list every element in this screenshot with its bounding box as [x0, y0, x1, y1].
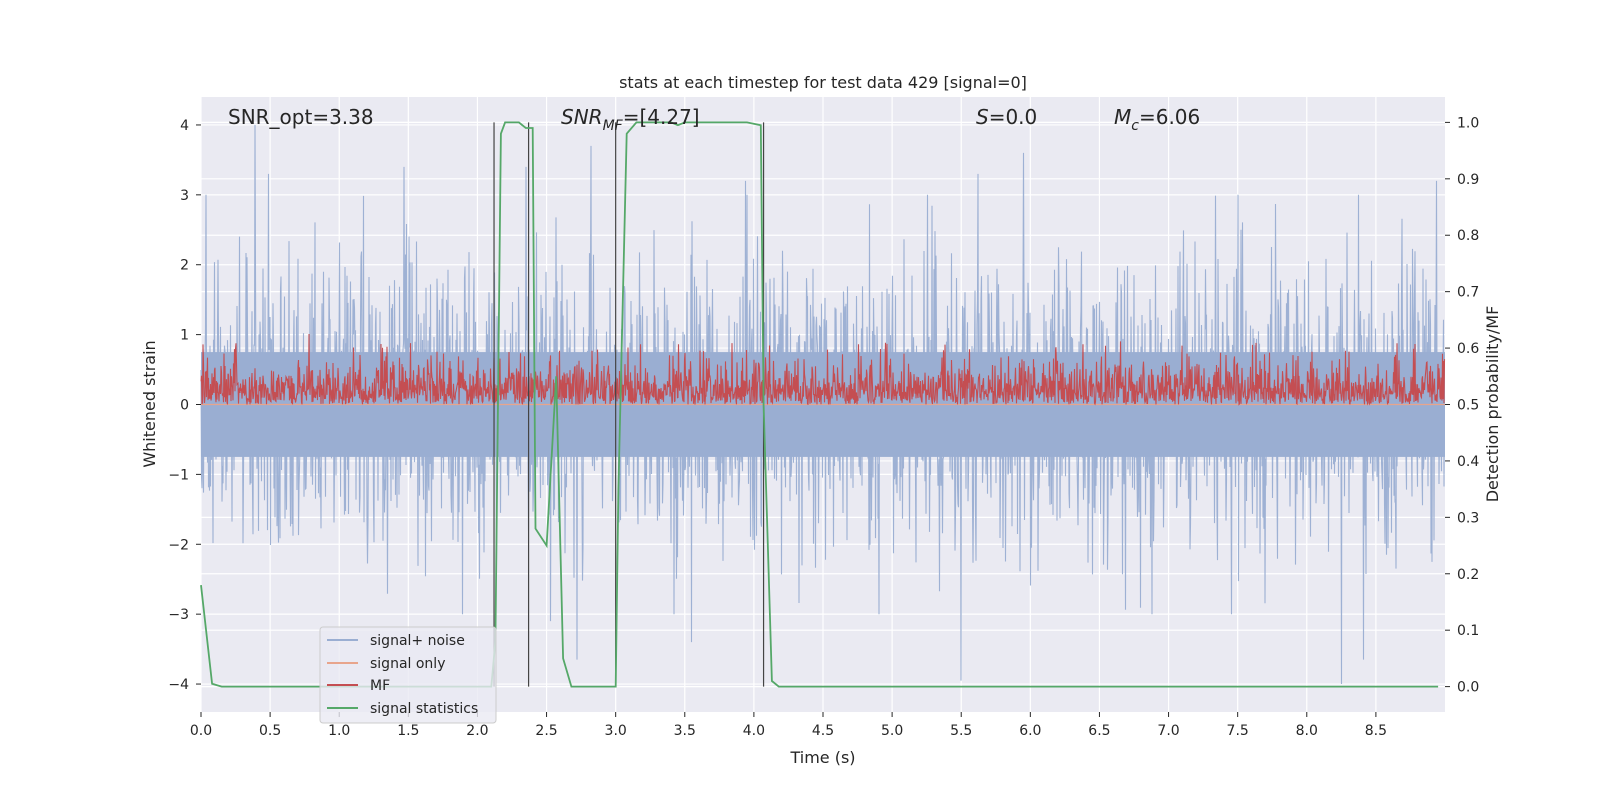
mf-series [200, 333, 1446, 406]
x-tick-label-17: 8.5 [1365, 723, 1387, 739]
legend-label-signal-statistics: signal statistics [370, 701, 478, 717]
legend-label-signal-only: signal only [370, 656, 445, 672]
legend-box [319, 626, 497, 724]
y2-tick-label-4: 0.4 [1457, 454, 1479, 470]
chart-title: stats at each timestep for test data 429… [619, 73, 1027, 92]
y2-tick-label-10: 1.0 [1457, 115, 1479, 131]
x-tick-label-2: 1.0 [328, 723, 350, 739]
x-tick-label-3: 1.5 [397, 723, 419, 739]
y2-tick-label-5: 0.5 [1457, 398, 1479, 414]
s-annotation: S=0.0 [976, 105, 1037, 129]
legend: signal+ noise signal only MF signal stat… [319, 626, 497, 724]
x-tick-label-16: 8.0 [1296, 723, 1318, 739]
x-tick-label-12: 6.0 [1019, 723, 1041, 739]
ticks: 0.0 0.5 1.0 1.5 2.0 2.5 3.0 3.5 4.0 4.5 5.0 5.5 6.0 6… [168, 115, 1479, 739]
y-tick-label-6: 2 [180, 258, 189, 274]
y2-tick-label-2: 0.2 [1457, 567, 1479, 583]
y2-tick-label-7: 0.7 [1457, 285, 1479, 301]
y-axis-label: Whitened strain [140, 340, 159, 467]
x-tick-label-8: 4.0 [743, 723, 765, 739]
x-tick-label-4: 2.0 [466, 723, 488, 739]
y-tick-label-4: 0 [180, 398, 189, 414]
mf-line [200, 333, 1446, 406]
x-tick-label-14: 7.0 [1157, 723, 1179, 739]
y-tick-label-7: 3 [180, 188, 189, 204]
y-tick-label-1: −3 [168, 607, 189, 623]
legend-label-mf: MF [370, 678, 390, 694]
x-tick-label-1: 0.5 [259, 723, 281, 739]
y2-tick-label-8: 0.8 [1457, 228, 1479, 244]
snr-mf-annotation: SNRMF=[4.27] [561, 105, 700, 134]
y-tick-label-5: 1 [180, 328, 189, 344]
x-tick-label-10: 5.0 [881, 723, 903, 739]
y-tick-label-2: −2 [168, 537, 189, 553]
x-tick-label-15: 7.5 [1227, 723, 1249, 739]
legend-label-signal-noise: signal+ noise [370, 633, 465, 649]
snr-opt-annotation: SNR_opt=3.38 [228, 105, 374, 129]
y2-tick-label-9: 0.9 [1457, 172, 1479, 188]
y2-tick-label-3: 0.3 [1457, 510, 1479, 526]
y2-tick-label-6: 0.6 [1457, 341, 1479, 357]
y2-tick-label-0: 0.0 [1457, 680, 1479, 696]
y-tick-label-0: −4 [168, 677, 189, 693]
mc-annotation: Mc=6.06 [1114, 105, 1200, 134]
x-tick-label-5: 2.5 [535, 723, 557, 739]
x-tick-label-0: 0.0 [190, 723, 212, 739]
x-tick-label-13: 6.5 [1088, 723, 1110, 739]
y2-tick-label-1: 0.1 [1457, 623, 1479, 639]
y-tick-label-3: −1 [168, 467, 189, 483]
x-tick-label-11: 5.5 [950, 723, 972, 739]
x-tick-label-6: 3.0 [605, 723, 627, 739]
x-tick-label-9: 4.5 [812, 723, 834, 739]
x-axis-label: Time (s) [789, 748, 855, 767]
y2-axis-label: Detection probability/MF [1483, 306, 1502, 503]
x-tick-label-7: 3.5 [674, 723, 696, 739]
y-tick-label-8: 4 [180, 118, 189, 134]
